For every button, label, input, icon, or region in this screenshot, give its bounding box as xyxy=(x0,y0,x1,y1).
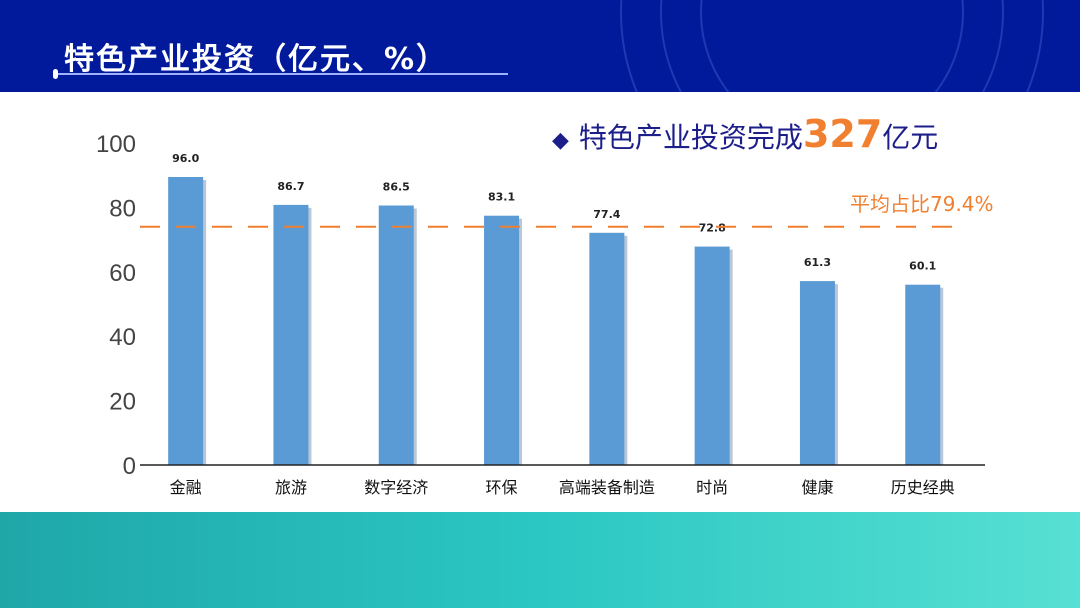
x-tick-label: 高端装备制造 xyxy=(559,478,655,497)
x-tick-label: 历史经典 xyxy=(891,478,955,497)
x-tick-label: 金融 xyxy=(170,478,202,497)
x-tick-label: 数字经济 xyxy=(364,478,428,497)
bar xyxy=(168,177,204,465)
data-label: 72.8 xyxy=(699,222,726,235)
bar xyxy=(484,215,520,465)
y-tick-label: 40 xyxy=(109,324,136,351)
footer-band xyxy=(0,512,1080,608)
y-tick-label: 60 xyxy=(109,260,136,287)
page-title: 特色产业投资（亿元、%） xyxy=(64,42,449,77)
data-label: 60.1 xyxy=(909,260,936,273)
bar xyxy=(694,246,730,465)
bar xyxy=(589,232,625,465)
data-label: 86.5 xyxy=(383,181,410,194)
headline-suffix: 亿元 xyxy=(882,121,939,154)
x-tick-label: 健康 xyxy=(801,478,833,497)
data-label: 61.3 xyxy=(804,256,831,269)
diamond-icon: ◆ xyxy=(552,128,569,153)
headline-value: 327 xyxy=(802,112,883,156)
title-underline xyxy=(55,73,508,75)
headline-prefix: 特色产业投资完成 xyxy=(578,121,803,154)
bar xyxy=(273,204,309,465)
y-tick-label: 100 xyxy=(96,131,136,158)
bar xyxy=(905,284,941,465)
title-underline-dot xyxy=(53,69,58,79)
data-label: 77.4 xyxy=(593,208,620,221)
data-label: 83.1 xyxy=(488,191,515,204)
headline: ◆ 特色产业投资完成327亿元 xyxy=(552,112,938,156)
x-tick-label: 时尚 xyxy=(696,478,728,497)
header-band xyxy=(0,0,1080,92)
data-label: 86.7 xyxy=(277,180,304,193)
x-tick-label: 环保 xyxy=(486,478,518,497)
y-tick-label: 20 xyxy=(109,389,136,416)
average-line-label: 平均占比79.4% xyxy=(850,192,994,216)
bar xyxy=(799,281,835,465)
x-tick-label: 旅游 xyxy=(275,478,307,497)
y-tick-label: 0 xyxy=(123,453,136,480)
y-tick-label: 80 xyxy=(109,195,136,222)
bar xyxy=(378,205,414,465)
data-label: 96.0 xyxy=(172,152,199,165)
